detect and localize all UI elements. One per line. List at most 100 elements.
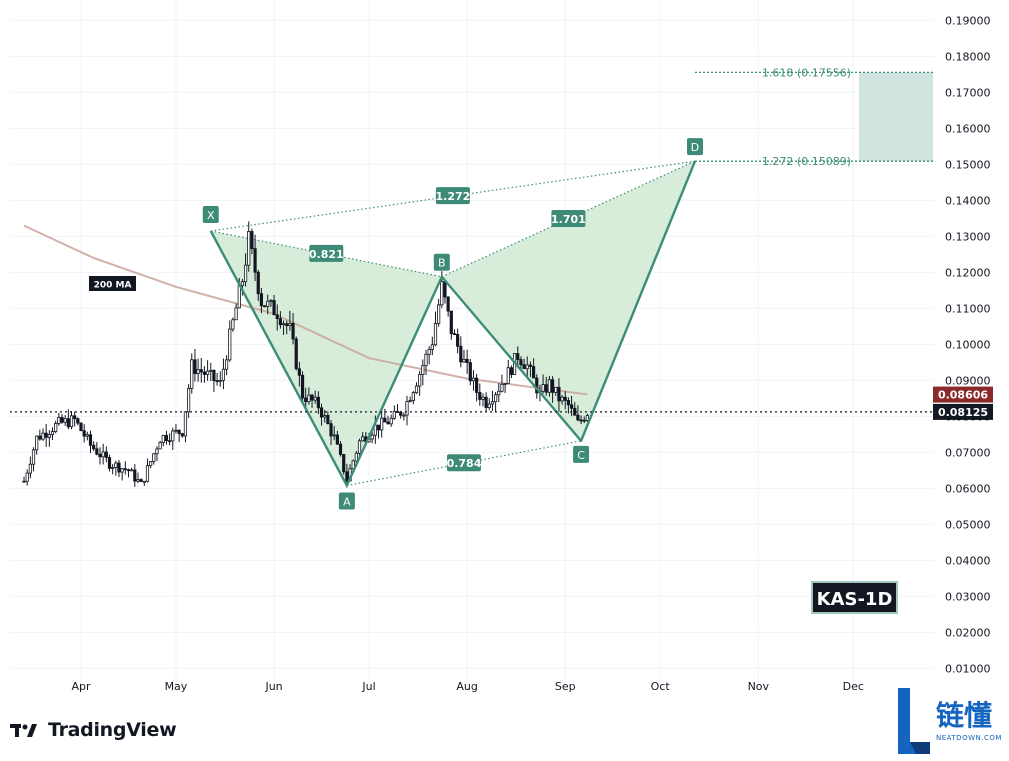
- candle-body: [269, 300, 273, 302]
- candle-body: [31, 449, 36, 465]
- candle-body: [193, 359, 197, 374]
- y-tick-label: 0.06000: [945, 482, 991, 495]
- candle-body: [218, 379, 222, 382]
- candle-body: [250, 231, 254, 250]
- candle-body: [494, 394, 498, 403]
- candle-body: [57, 417, 61, 424]
- candle-body: [462, 358, 466, 363]
- candle-body: [79, 422, 83, 432]
- candle-body: [50, 431, 55, 435]
- candle-body: [28, 463, 32, 474]
- candle-body: [475, 377, 479, 393]
- ratio-label-text: 0.821: [309, 248, 344, 261]
- ratio-label-bg: [309, 244, 344, 262]
- candle-body: [209, 369, 213, 372]
- y-tick-label: 0.03000: [945, 590, 991, 603]
- ratio-label-XB: 0.821: [309, 244, 344, 262]
- candle-body: [329, 423, 333, 437]
- candle-body: [566, 400, 571, 406]
- y-tick-label: 0.19000: [945, 14, 991, 27]
- pattern-legs[interactable]: [209, 160, 697, 487]
- candle-body: [107, 457, 112, 469]
- x-tick-label: Dec: [843, 680, 864, 693]
- candle-body: [142, 480, 146, 483]
- ratio-label-XD: 1.272: [435, 187, 470, 205]
- ratio-label-BD: 1.701: [551, 209, 586, 227]
- candle-body: [430, 344, 434, 350]
- candle-body: [452, 333, 457, 336]
- candle-body: [288, 323, 292, 327]
- grid-lines: [10, 0, 933, 690]
- candle-body: [145, 465, 150, 482]
- candle-body: [307, 394, 311, 403]
- candle-body: [316, 396, 320, 409]
- candle-body: [253, 248, 257, 273]
- pattern-triangle-xab[interactable]: [210, 231, 442, 486]
- candle-body: [161, 435, 165, 443]
- candle-body: [278, 318, 282, 326]
- y-tick-label: 0.05000: [945, 518, 991, 531]
- point-label-D[interactable]: D: [687, 138, 704, 156]
- candle-body: [304, 397, 308, 403]
- candle-body: [326, 415, 330, 425]
- candle-body: [383, 417, 387, 423]
- candle-body: [342, 454, 346, 473]
- candle-body: [66, 418, 70, 428]
- candle-body: [560, 396, 564, 402]
- candle-body: [291, 323, 295, 340]
- y-tick-label: 0.14000: [945, 194, 991, 207]
- candle-body: [234, 307, 238, 321]
- candle-body: [414, 385, 419, 394]
- ma-price-tag: 0.08606: [933, 386, 993, 403]
- candle-body: [500, 383, 504, 392]
- point-label-bg: [573, 445, 590, 463]
- point-label-bg: [433, 253, 450, 271]
- candle-body: [63, 418, 67, 423]
- candle-body: [285, 323, 289, 327]
- candle-body: [481, 396, 485, 400]
- target-zone[interactable]: [859, 72, 933, 162]
- candle-body: [136, 479, 140, 482]
- point-label-C[interactable]: C: [573, 445, 590, 463]
- candle-body: [60, 417, 64, 423]
- point-label-bg: [202, 206, 219, 223]
- candle-body: [399, 411, 403, 416]
- candle-body: [531, 366, 536, 379]
- candle-body: [471, 377, 476, 382]
- candle-body: [386, 421, 390, 425]
- candle-body: [155, 448, 159, 455]
- candle-body: [95, 448, 99, 455]
- candle-body: [345, 471, 349, 482]
- candle-body: [541, 384, 545, 392]
- y-tick-label: 0.18000: [945, 50, 991, 63]
- candle-body: [490, 401, 495, 405]
- candle-body: [544, 384, 548, 393]
- pattern-triangle-bcd[interactable]: [441, 161, 696, 441]
- candle-body: [47, 434, 51, 438]
- y-tick-label: 0.12000: [945, 266, 991, 279]
- point-label-A[interactable]: A: [338, 492, 355, 510]
- candle-body: [506, 367, 510, 384]
- candle-body: [484, 396, 488, 408]
- candle-body: [456, 333, 460, 347]
- candle-body: [370, 434, 374, 440]
- candle-body: [180, 433, 184, 437]
- candle-body: [114, 462, 118, 468]
- x-tick-label: Apr: [71, 680, 91, 693]
- point-label-B[interactable]: B: [433, 253, 450, 271]
- candle-body: [402, 414, 406, 417]
- ma-label: 200 MA: [89, 276, 136, 291]
- candle-body: [281, 323, 286, 326]
- candle-body: [361, 436, 365, 442]
- candle-body: [557, 386, 561, 402]
- candle-body: [171, 430, 175, 442]
- ma-label-text: 200 MA: [94, 281, 132, 291]
- tradingview-logo[interactable]: TradingView: [10, 716, 177, 744]
- point-label-X[interactable]: X: [202, 206, 219, 223]
- y-tick-label: 0.13000: [945, 230, 991, 243]
- candle-body: [465, 358, 469, 363]
- watermark-en: NEATDOWN.COM: [936, 734, 1002, 742]
- candle-body: [525, 364, 529, 370]
- x-tick-label: Aug: [456, 680, 477, 693]
